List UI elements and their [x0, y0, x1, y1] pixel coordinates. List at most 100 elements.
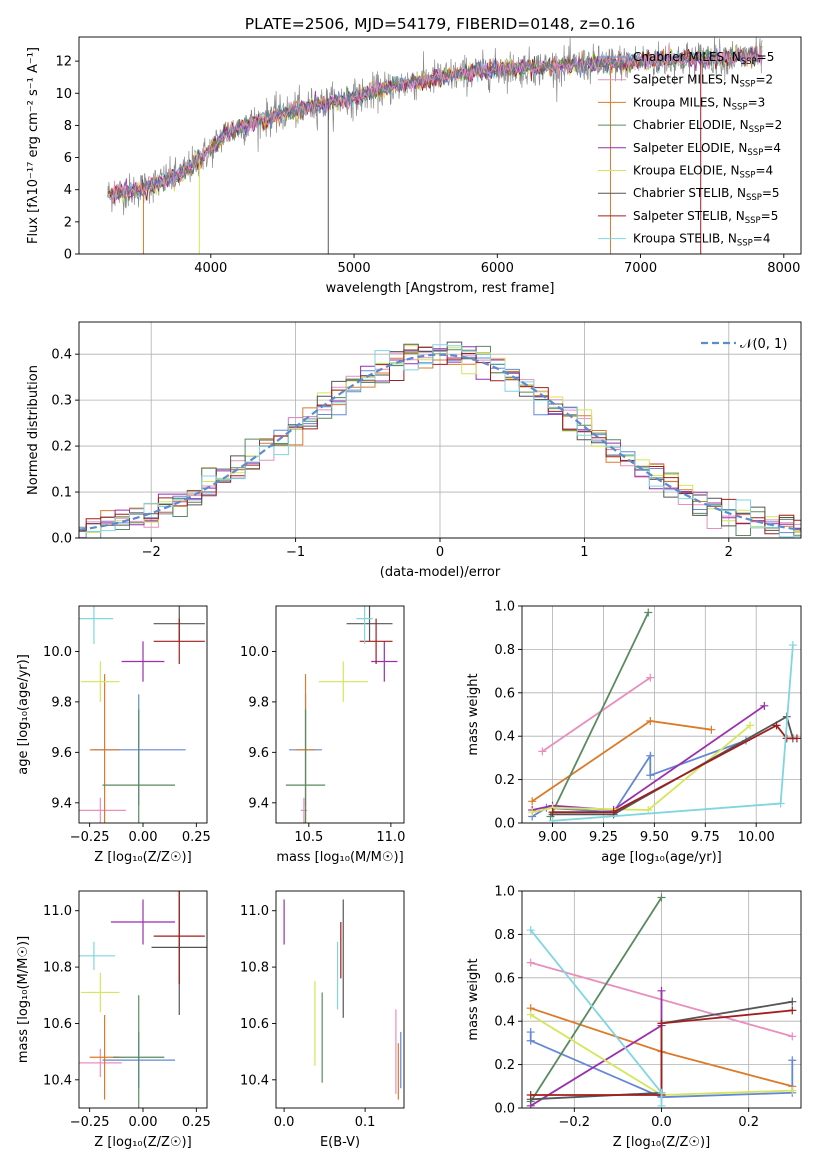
- errorbar-point: [300, 797, 308, 823]
- y-tick-label: 11.0: [240, 904, 269, 919]
- y-tick-label: 0.0: [51, 532, 72, 547]
- weight-marker: [538, 747, 547, 756]
- errorbar-point: [79, 797, 126, 823]
- legend-label: Salpeter MILES, NSSP=2: [633, 73, 773, 90]
- errorbar-point: [79, 941, 116, 970]
- y-tick-label: 9.8: [248, 695, 269, 710]
- errorbar-point: [79, 1048, 122, 1077]
- y-axis-label: mass [log₁₀(M/M☉)]: [16, 936, 31, 1063]
- weight-marker: [646, 717, 655, 726]
- weight-marker: [788, 1032, 797, 1041]
- errorbar-point: [89, 674, 120, 823]
- legend-label: Kroupa STELIB, NSSP=4: [633, 232, 771, 249]
- y-axis-label: age [log₁₀(age/yr)]: [16, 654, 31, 775]
- weight-marker: [646, 771, 655, 780]
- weight-marker: [548, 816, 557, 823]
- y-tick-label: 6: [64, 151, 72, 166]
- y-tick-label: 2: [64, 215, 72, 230]
- weight-marker: [548, 808, 557, 817]
- x-axis-label: (data-model)/error: [380, 565, 501, 580]
- y-tick-label: 1.0: [494, 885, 515, 900]
- errorbar-point: [79, 606, 114, 644]
- y-tick-label: 9.4: [51, 796, 72, 811]
- weight-marker: [646, 673, 655, 682]
- weight-marker: [788, 1086, 797, 1095]
- y-tick-label: 10.6: [240, 1017, 269, 1032]
- x-axis-label: Z [log₁₀(Z/Z☉)]: [94, 850, 191, 865]
- weight-marker: [746, 721, 755, 730]
- x-axis-label: Z [log₁₀(Z/Z☉)]: [94, 1135, 191, 1150]
- y-axis-label: mass weight: [466, 958, 481, 1040]
- weight-marker: [788, 1006, 797, 1015]
- x-tick-label: 9.00: [538, 830, 567, 845]
- panel-mass-vs-Z: −0.25 0.00 0.25 10.4 10.6 10.8 11.0 Z [log₁₀(Z/…: [16, 890, 211, 1150]
- weight-marker: [528, 808, 537, 817]
- y-tick-label: 9.8: [51, 695, 72, 710]
- errorbar-point: [153, 618, 205, 665]
- weight-series: [549, 612, 650, 817]
- panel-spectrum: 4000 5000 6000 7000 8000 0 2 4 6 8 10 12 wavelength …: [26, 36, 802, 296]
- y-tick-label: 11.0: [43, 904, 72, 919]
- legend-label: Kroupa ELODIE, NSSP=4: [633, 164, 773, 181]
- legend-label: Chabrier MILES, NSSP=5: [633, 50, 774, 67]
- y-tick-label: 10.8: [43, 961, 72, 976]
- x-tick-label: −2: [142, 545, 161, 560]
- legend: Chabrier MILES, NSSP=5 Salpeter MILES, NS…: [598, 50, 782, 249]
- weight-marker: [788, 1056, 797, 1065]
- weight-marker: [792, 734, 801, 743]
- weight-marker: [657, 893, 666, 902]
- spectrum-model: [109, 48, 762, 201]
- y-tick-label: 10.4: [240, 1073, 269, 1088]
- weight-marker: [707, 725, 716, 734]
- errorbar-point: [285, 709, 326, 823]
- errorbar-point: [121, 641, 165, 682]
- weight-marker: [526, 926, 535, 935]
- panel-age-vs-mass: 10.5 11.0 9.4 9.6 9.8 10.0 mass [log₁₀(M/M☉)]: [240, 605, 405, 865]
- axes-frame: [78, 36, 802, 255]
- y-tick-label: 0.8: [494, 643, 515, 658]
- weight-marker: [528, 797, 537, 806]
- x-tick-label: 0.1: [355, 1115, 376, 1130]
- y-tick-label: 10.6: [43, 1017, 72, 1032]
- y-tick-label: 0.1: [51, 486, 72, 501]
- panel-weight-vs-age: 9.00 9.25 9.50 9.75 10.00 0.0 0.2 0.4 0.6 0.8 1.0 a…: [466, 600, 802, 865]
- x-tick-label: −0.25: [70, 1115, 110, 1130]
- x-tick-label: 0.0: [274, 1115, 295, 1130]
- weight-marker: [609, 808, 618, 817]
- residual-histogram: [79, 351, 801, 533]
- weight-series: [530, 1009, 793, 1096]
- legend-label: Chabrier ELODIE, NSSP=2: [633, 118, 782, 135]
- y-tick-label: 0.3: [51, 394, 72, 409]
- x-tick-label: 4000: [194, 261, 227, 276]
- errorbar-point: [81, 972, 120, 1013]
- legend-label: Kroupa MILES, NSSP=3: [633, 95, 765, 112]
- x-axis-label: E(B-V): [320, 1135, 360, 1150]
- y-tick-label: 9.6: [248, 746, 269, 761]
- panel-mass-vs-ebv: 0.0 0.1 10.4 10.6 10.8 11.0 E(B-V): [240, 890, 405, 1150]
- x-tick-label: 9.50: [640, 830, 669, 845]
- panel-age-vs-Z: −0.25 0.00 0.25 9.4 9.6 9.8 10.0 Z [log₁₀(Z/Z☉)…: [16, 605, 211, 865]
- x-tick-label: 0.0: [651, 1115, 672, 1130]
- weight-marker: [526, 1090, 535, 1099]
- weight-marker: [657, 1101, 666, 1108]
- panel-residual-hist: −2 −1 0 1 2 0.0 0.1 0.2 0.3 0.4 (data-model)/error…: [26, 321, 802, 580]
- legend-label: Salpeter ELODIE, NSSP=4: [633, 141, 781, 158]
- weight-series: [552, 715, 794, 816]
- y-tick-label: 10.8: [240, 961, 269, 976]
- weight-marker: [788, 997, 797, 1006]
- plot-area-weight-vs-Z: [526, 893, 797, 1108]
- plot-area-mass-vs-Z: [79, 891, 207, 1108]
- weight-marker: [657, 986, 666, 995]
- x-tick-label: 8000: [767, 261, 800, 276]
- spectrum-model: [109, 42, 763, 204]
- legend-label: Chabrier STELIB, NSSP=5: [633, 186, 780, 203]
- y-tick-label: 0.4: [494, 730, 515, 745]
- x-tick-label: 2: [725, 545, 733, 560]
- x-tick-label: 0.25: [182, 830, 211, 845]
- weight-marker: [644, 608, 653, 617]
- errorbar-point: [346, 606, 393, 642]
- weight-marker: [657, 1019, 666, 1028]
- x-tick-label: 0.25: [182, 1115, 211, 1130]
- y-tick-label: 0.4: [494, 1015, 515, 1030]
